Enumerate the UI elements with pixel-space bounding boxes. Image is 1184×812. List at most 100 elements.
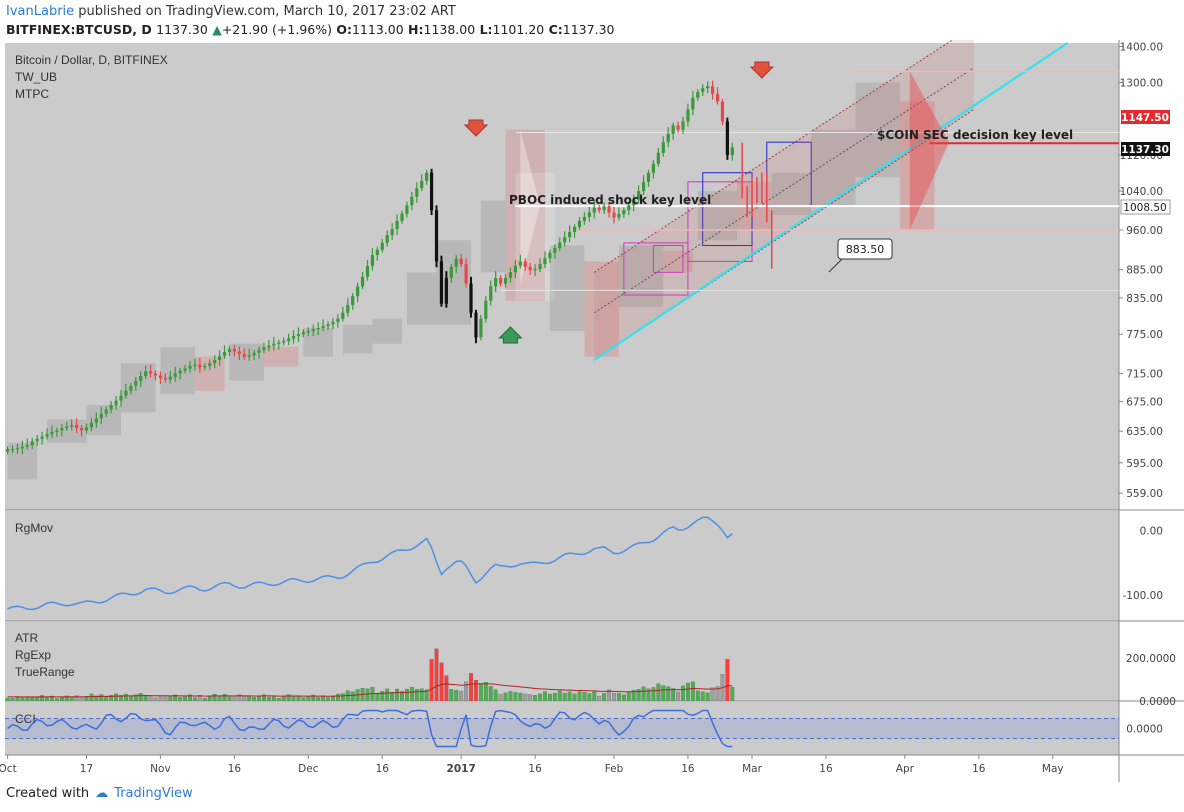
rgmov-axis-tick-label: -100.00: [1122, 590, 1163, 602]
candle-body: [20, 446, 24, 449]
change: +21.90 (+1.96%): [221, 22, 332, 37]
truerange-bar: [636, 689, 641, 702]
truerange-bar: [192, 697, 197, 702]
truerange-bar: [335, 693, 340, 702]
truerange-bar: [365, 688, 370, 702]
candle-body: [612, 212, 616, 218]
pboc-annotation: PBOC induced shock key level: [509, 193, 711, 207]
candle-body: [454, 258, 458, 267]
shaded-zone: [515, 172, 555, 301]
truerange-bar: [227, 696, 232, 702]
candle-body: [242, 354, 246, 357]
candle-body: [582, 217, 587, 222]
candle-body: [390, 229, 394, 236]
truerange-bar: [528, 694, 533, 702]
price-axis-tick-label: 775.00: [1126, 329, 1163, 341]
target-callout-value: 883.50: [846, 243, 885, 256]
price-tag-red-text: 1147.50: [1121, 112, 1169, 124]
truerange-bar: [316, 697, 321, 702]
truerange-bar: [232, 695, 237, 702]
truerange-bar: [257, 695, 261, 702]
candle-body: [587, 212, 591, 218]
candle-body: [503, 277, 508, 284]
candle-body: [725, 121, 729, 156]
truerange-bar: [424, 689, 429, 702]
shaded-zone: [697, 191, 738, 241]
shaded-zone: [618, 245, 664, 307]
price-axis-tick-label: 715.00: [1126, 368, 1163, 380]
truerange-bar: [138, 693, 143, 702]
candle-body: [282, 341, 286, 343]
candle-body: [178, 370, 182, 374]
truerange-bar: [188, 694, 192, 702]
truerange-bar: [168, 696, 173, 702]
truerange-bar: [252, 697, 257, 702]
truerange-bar: [326, 697, 330, 702]
truerange-bar: [434, 648, 439, 702]
candle-body: [370, 255, 375, 266]
truerange-bar: [370, 687, 375, 702]
magenta-box: [652, 244, 684, 273]
truerange-bar: [148, 695, 153, 702]
truerange-bar: [89, 693, 94, 702]
candle-body: [272, 343, 276, 346]
truerange-bar: [695, 690, 700, 702]
candle-body: [193, 364, 197, 366]
time-axis-tick-label: 16: [972, 763, 986, 775]
truerange-bar: [385, 688, 390, 702]
candle-body: [104, 409, 108, 414]
candle-body: [641, 181, 646, 192]
chart-area[interactable]: 1400.001300.001120.001040.00960.00885.00…: [0, 40, 1184, 782]
price-axis-tick-label: 559.00: [1126, 488, 1163, 500]
price-tag-black-text: 1137.30: [1121, 144, 1169, 156]
candle-body: [686, 109, 690, 122]
candle-body: [518, 261, 522, 266]
candle-body: [232, 348, 236, 352]
tradingview-link[interactable]: TradingView: [114, 786, 193, 801]
candle-body: [222, 352, 227, 357]
atr-pane-background: [5, 622, 1119, 701]
low-label: L:: [479, 22, 493, 37]
candle-body: [681, 121, 685, 130]
truerange-bar: [404, 688, 409, 702]
candle-body: [528, 266, 532, 271]
legend-title: Bitcoin / Dollar, D, BITFINEX: [15, 53, 168, 67]
author-link[interactable]: IvanLabrie: [6, 4, 75, 19]
shaded-zone: [899, 101, 935, 231]
price-tag-red: [1121, 110, 1170, 124]
truerange-bar: [651, 687, 656, 702]
time-axis-tick-label: 16: [528, 763, 542, 775]
candle-body: [429, 172, 434, 211]
candle-body: [89, 422, 94, 428]
truerange-bar: [587, 693, 592, 702]
cci-label: CCI: [15, 712, 36, 726]
candle-body: [311, 329, 315, 332]
candle-body: [597, 207, 601, 211]
cci-band: [5, 718, 1119, 739]
cci-axis-tick-label: 0.0000: [1126, 724, 1163, 736]
time-axis-tick-label: May: [1042, 763, 1064, 775]
truerange-bar: [464, 681, 469, 702]
candle-body: [405, 205, 409, 214]
candle-body: [730, 147, 734, 156]
price-tag-black: [1121, 142, 1170, 156]
truerange-bar: [109, 695, 114, 702]
truerange-bar: [488, 686, 493, 702]
candle-body: [301, 332, 305, 335]
truerange-bar: [291, 696, 296, 702]
truerange-bar: [281, 696, 286, 702]
price-tag-white-text: 1008.50: [1123, 202, 1166, 214]
truerange-bar: [538, 693, 542, 702]
candle-body: [375, 249, 379, 256]
candle-body: [577, 221, 582, 228]
candle-body: [425, 172, 429, 181]
candle-body: [513, 265, 517, 273]
candle-body: [607, 206, 611, 213]
truerange-bar: [616, 693, 621, 702]
truerange-bar: [30, 696, 35, 702]
candle-body: [40, 436, 44, 439]
truerange-bar: [685, 682, 690, 702]
truerange-bar: [173, 694, 178, 702]
candle-body: [134, 380, 138, 386]
truerange-bar: [158, 695, 163, 702]
